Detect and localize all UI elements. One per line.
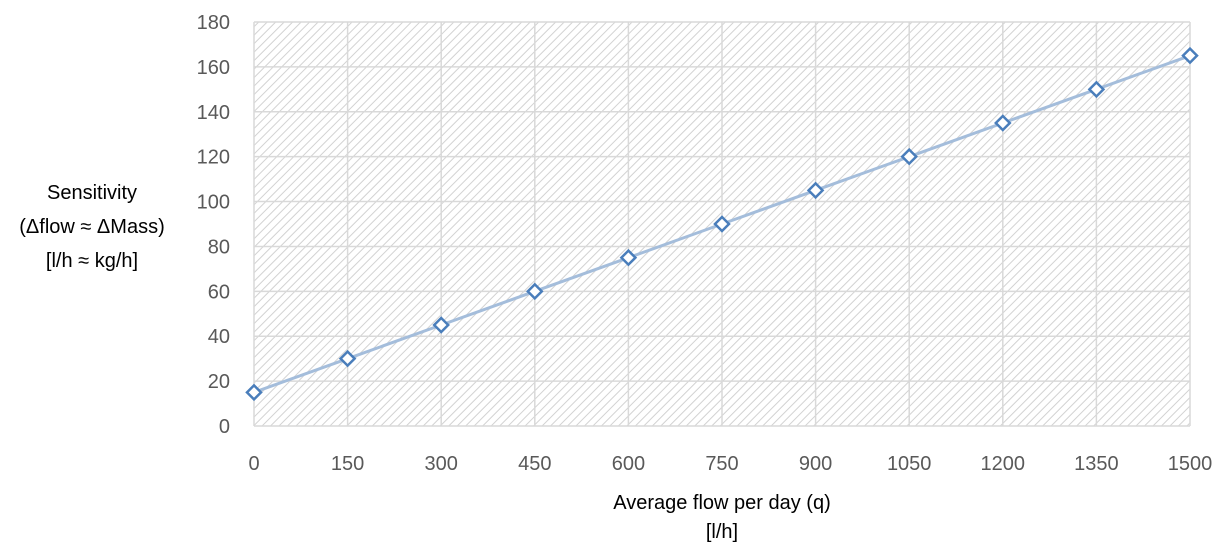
data-point-marker xyxy=(1181,46,1199,65)
x-tick-label: 1200 xyxy=(981,453,1026,475)
y-axis-ticks: 0 20 40 60 80 100 120 140 160 180 xyxy=(197,12,230,438)
data-point-marker xyxy=(806,181,825,200)
x-axis-ticks: 0 150 300 450 600 750 900 1050 1200 1350 1500 xyxy=(248,453,1212,475)
x-axis-title-line-1: Average flow per day (q) xyxy=(613,492,831,514)
x-tick-label: 1050 xyxy=(887,453,932,475)
x-axis-title-line-2: [l/h] xyxy=(706,521,738,543)
y-tick-label: 40 xyxy=(208,326,230,348)
data-point-marker xyxy=(900,147,918,166)
y-tick-label: 180 xyxy=(197,12,230,34)
data-point-marker xyxy=(338,349,357,368)
series xyxy=(245,46,1199,402)
y-tick-label: 60 xyxy=(208,281,230,303)
y-tick-label: 120 xyxy=(197,147,230,169)
data-point-marker xyxy=(713,215,731,233)
data-point-marker xyxy=(526,282,544,301)
x-tick-label: 0 xyxy=(248,453,259,475)
data-point-marker xyxy=(994,114,1012,132)
x-tick-label: 300 xyxy=(425,453,458,475)
x-tick-label: 750 xyxy=(705,453,738,475)
y-tick-label: 140 xyxy=(197,102,230,124)
y-axis-title-line-1: Sensitivity xyxy=(47,182,137,204)
x-tick-label: 900 xyxy=(799,453,832,475)
data-point-marker xyxy=(432,316,450,334)
x-tick-label: 450 xyxy=(518,453,551,475)
y-tick-label: 0 xyxy=(219,416,230,438)
x-tick-label: 1350 xyxy=(1074,453,1119,475)
x-tick-label: 600 xyxy=(612,453,645,475)
y-tick-label: 80 xyxy=(208,236,230,258)
x-tick-label: 1500 xyxy=(1168,453,1213,475)
data-point-marker xyxy=(1087,80,1106,99)
data-point-marker xyxy=(245,383,263,402)
y-tick-label: 160 xyxy=(197,57,230,79)
x-tick-label: 150 xyxy=(331,453,364,475)
y-tick-label: 20 xyxy=(208,371,230,393)
data-point-marker xyxy=(619,248,638,267)
y-axis-title-line-2: (Δflow ≈ ΔMass) xyxy=(19,216,164,238)
y-axis-title-line-3: [l/h ≈ kg/h] xyxy=(46,250,138,272)
y-tick-label: 100 xyxy=(197,192,230,214)
